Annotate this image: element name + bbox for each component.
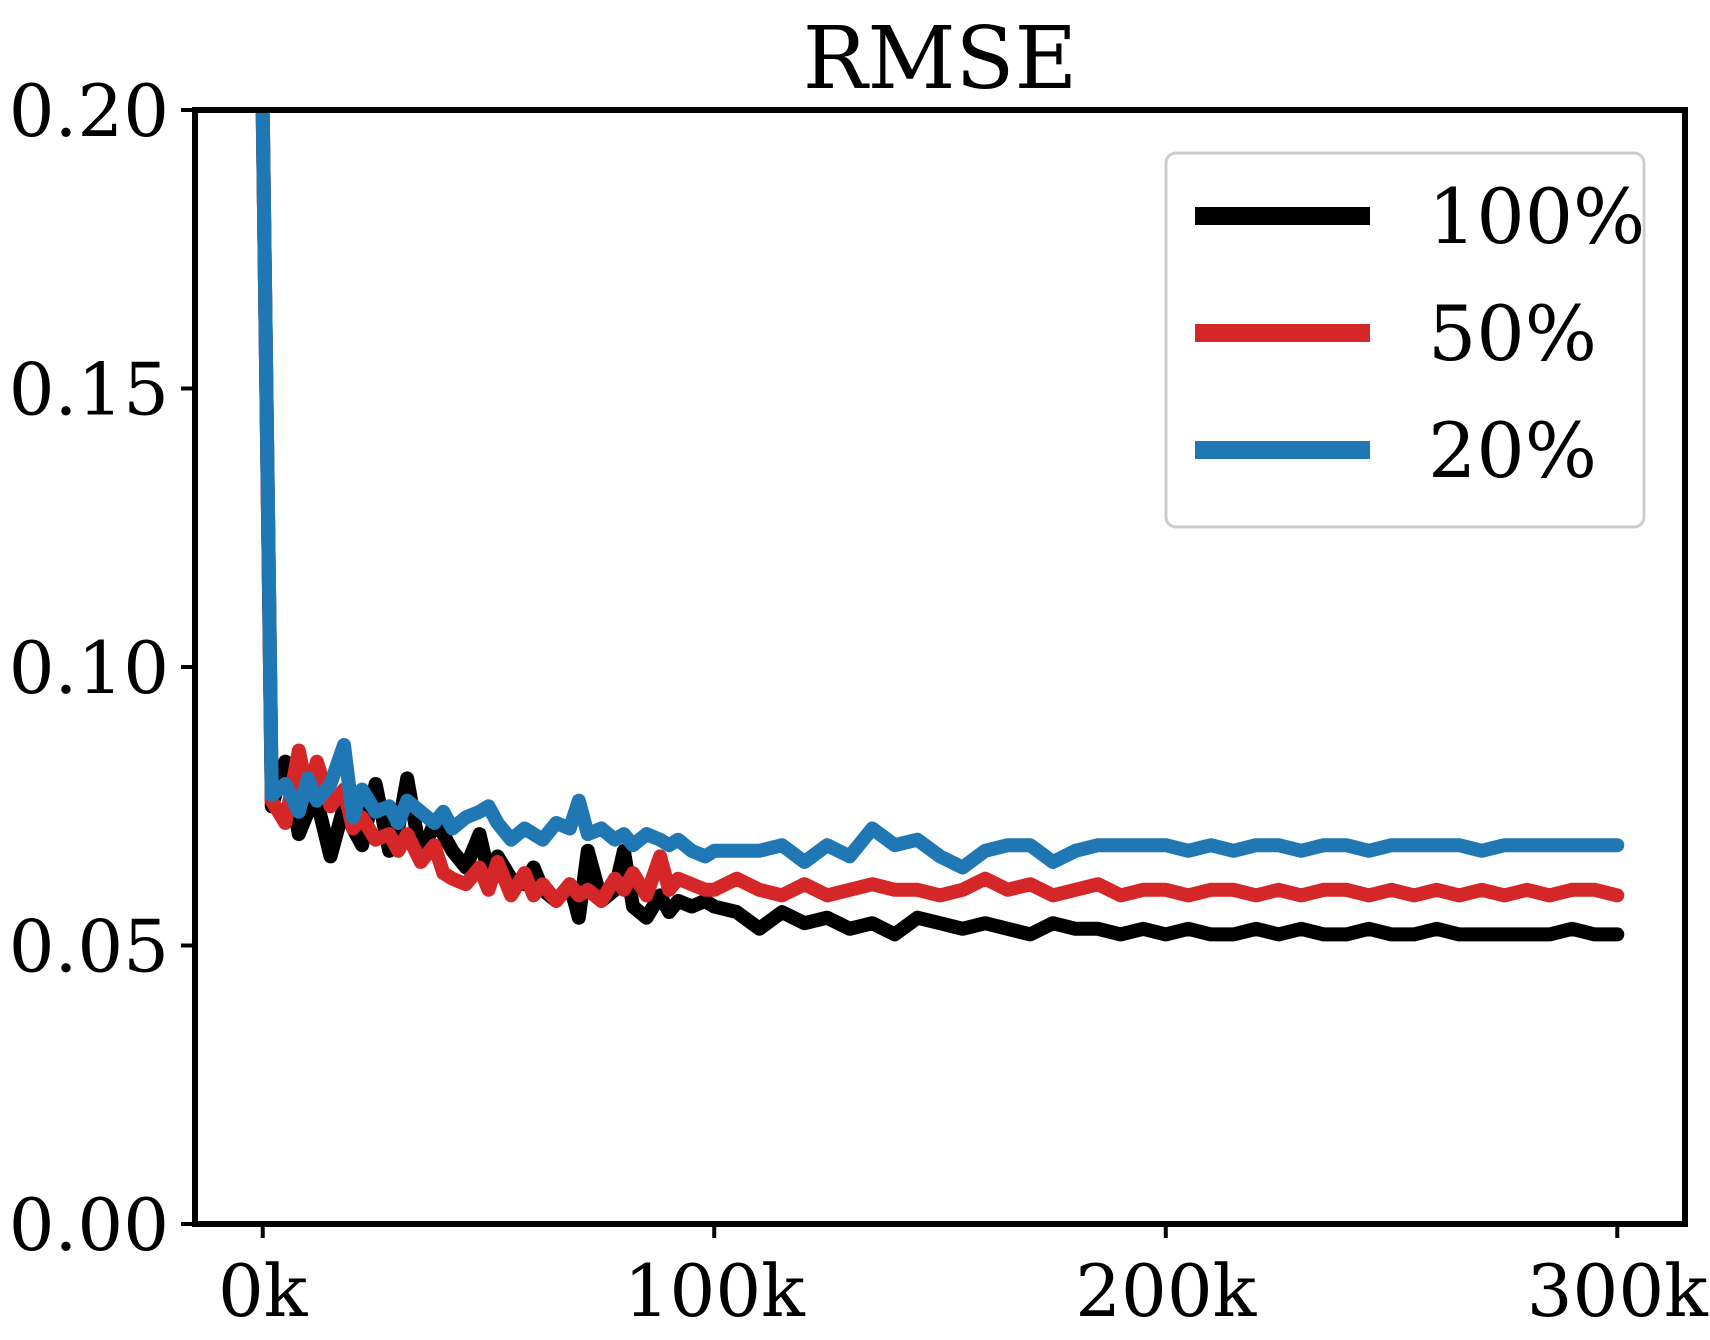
x-tick-label: 0k: [218, 1249, 309, 1333]
x-tick-label: 300k: [1527, 1249, 1709, 1333]
series-layer: [255, 110, 1625, 942]
y-tick-label: 0.10: [9, 626, 169, 710]
chart-title: RMSE: [803, 9, 1078, 109]
legend-box: [1164, 151, 1646, 529]
legend-label: 50%: [1428, 289, 1597, 378]
series-line-3: [255, 110, 1625, 875]
legend-label: 20%: [1428, 406, 1597, 495]
y-tick-label: 0.20: [9, 69, 169, 153]
x-tick-label: 200k: [1075, 1249, 1257, 1333]
y-tick-label: 0.00: [9, 1183, 169, 1267]
series-line-2: [255, 110, 1625, 908]
legend: 100% 50% 20%: [1164, 151, 1646, 529]
axis-ticks: 0k 100k 200k 300k 0.00 0.05 0.10 0.15 0.20: [9, 69, 1709, 1333]
legend-label: 100%: [1428, 172, 1645, 261]
x-tick-label: 100k: [624, 1249, 806, 1333]
y-tick-label: 0.05: [9, 905, 169, 989]
y-tick-label: 0.15: [9, 348, 169, 432]
